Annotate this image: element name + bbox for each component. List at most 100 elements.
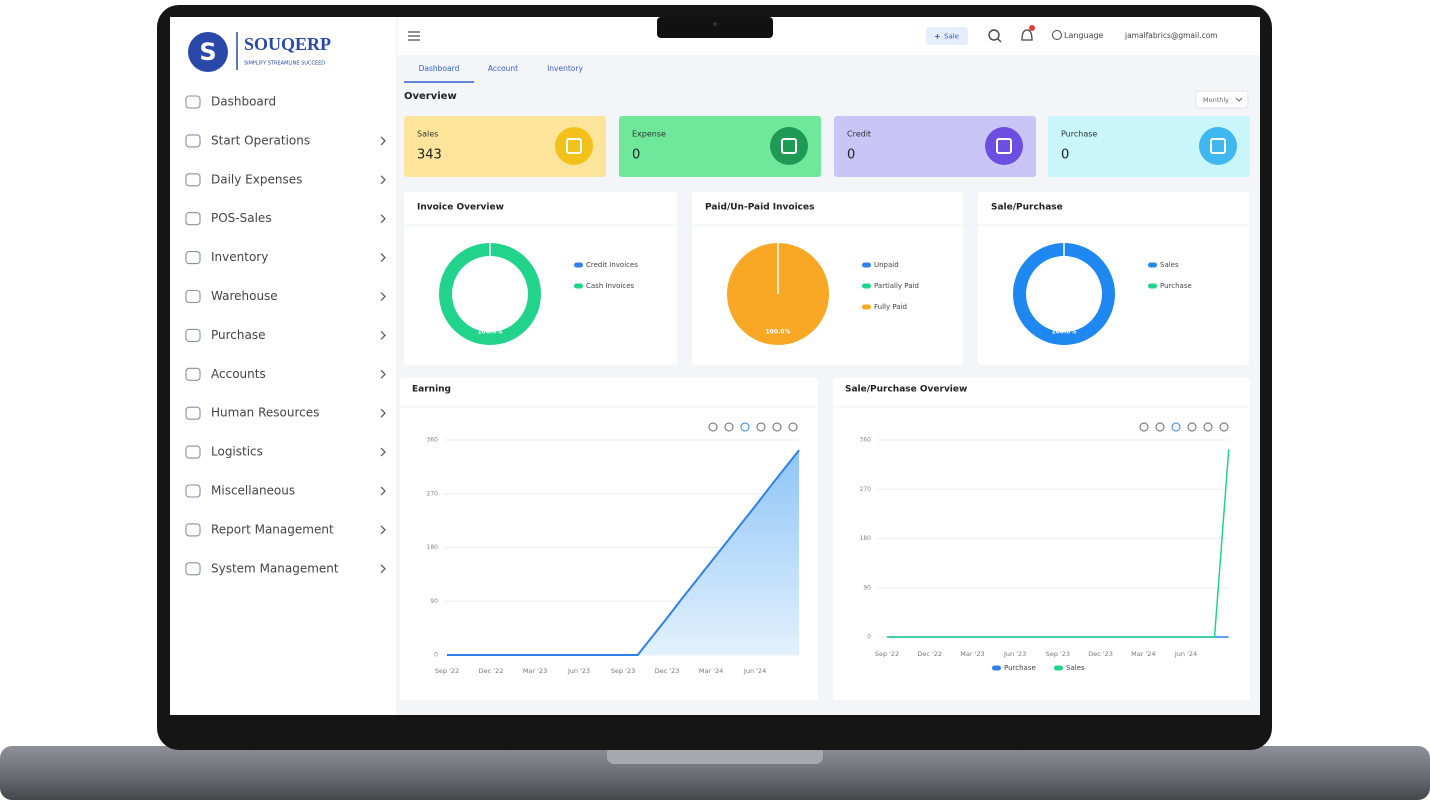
sidebar-icon	[185, 251, 201, 265]
legend-label[interactable]: Fully Paid	[874, 303, 907, 311]
stat-card	[834, 116, 1036, 177]
chart-toolbar-icon[interactable]	[1171, 422, 1181, 432]
tab[interactable]: Dashboard	[419, 64, 460, 73]
chart-toolbar-icon[interactable]	[724, 422, 734, 432]
logo-letter: S	[199, 38, 216, 66]
sidebar-chevron	[380, 447, 386, 457]
sidebar-item[interactable]: Start Operations	[185, 133, 386, 148]
legend-label[interactable]: Sales	[1066, 664, 1085, 672]
sidebar-item[interactable]: Purchase	[185, 328, 386, 342]
stat-icon	[555, 127, 593, 165]
legend-swatch	[574, 283, 583, 289]
chart-title: Earning	[412, 385, 451, 395]
chart-toolbar-icon[interactable]	[788, 422, 798, 432]
bell-icon[interactable]	[1021, 29, 1033, 41]
sidebar-label: Report Management	[211, 522, 334, 536]
legend-swatch	[1054, 665, 1063, 671]
sidebar-label: Dashboard	[211, 95, 276, 109]
sidebar-item[interactable]: Human Resources	[185, 406, 386, 420]
language-selector[interactable]: Language	[1064, 31, 1104, 40]
sidebar-icon	[185, 484, 201, 498]
period-chevron	[1235, 97, 1243, 102]
sidebar-icon	[185, 523, 201, 537]
sale-button-label: Sale	[944, 33, 959, 41]
sidebar-icon	[185, 134, 201, 148]
sidebar-icon	[185, 367, 201, 381]
search-icon[interactable]	[988, 29, 1002, 43]
y-tick-label: 90	[863, 584, 871, 591]
chart-title: Paid/Un-Paid Invoices	[705, 203, 814, 213]
chart-toolbar-icon[interactable]	[1155, 422, 1165, 432]
legend-swatch	[862, 304, 871, 310]
sidebar-item[interactable]: Report Management	[185, 522, 386, 537]
sidebar-label: Human Resources	[211, 406, 319, 420]
stat-value: 0	[632, 148, 640, 163]
x-tick-label: Mar '23	[523, 667, 547, 675]
legend-swatch	[1148, 262, 1157, 268]
chart-toolbar-icon[interactable]	[772, 422, 782, 432]
tab[interactable]: Account	[488, 64, 518, 73]
sidebar-item[interactable]: System Management	[185, 561, 386, 576]
legend-label[interactable]: Purchase	[1160, 282, 1192, 290]
x-tick-label: Dec '22	[479, 667, 504, 675]
chart-card	[978, 192, 1249, 365]
sidebar-chevron	[380, 486, 386, 496]
x-tick-label: Sep '23	[1046, 650, 1070, 658]
x-tick-label: Dec '23	[1088, 650, 1113, 658]
x-tick-label: Jun '24	[1174, 650, 1197, 658]
y-tick-label: 270	[427, 490, 439, 497]
data-label: 100.0%	[766, 329, 791, 336]
legend-swatch	[862, 283, 871, 289]
sale-button[interactable]	[926, 27, 968, 45]
sidebar-item[interactable]: Warehouse	[185, 289, 386, 304]
legend-label[interactable]: Partially Paid	[874, 282, 919, 290]
x-tick-label: Sep '22	[875, 650, 899, 658]
chart-toolbar-icon[interactable]	[1203, 422, 1213, 432]
sidebar-label: Start Operations	[211, 133, 310, 147]
menu-toggle[interactable]	[408, 31, 420, 41]
stat-label: Expense	[632, 130, 666, 139]
overview-title: Overview	[404, 91, 457, 102]
chart-toolbar-icon[interactable]	[708, 422, 718, 432]
stat-card	[404, 116, 606, 177]
stat-value: 0	[1061, 148, 1069, 163]
sidebar-item[interactable]: Miscellaneous	[185, 484, 386, 498]
chart-toolbar-icon[interactable]	[1139, 422, 1149, 432]
legend-label[interactable]: Purchase	[1004, 664, 1036, 672]
sidebar-chevron	[380, 564, 386, 574]
y-tick-label: 180	[427, 544, 439, 551]
period-select[interactable]	[1195, 90, 1249, 109]
chart-title: Sale/Purchase Overview	[845, 385, 967, 395]
chart-toolbar-icon[interactable]	[740, 422, 750, 432]
chart-toolbar-icon[interactable]	[1219, 422, 1229, 432]
sidebar-item[interactable]: Accounts	[185, 367, 386, 381]
y-tick-label: 0	[867, 634, 871, 641]
y-tick-label: 180	[860, 535, 872, 542]
sidebar-item[interactable]: Inventory	[185, 250, 386, 265]
x-tick-label: Mar '24	[699, 667, 723, 675]
line-series	[447, 449, 800, 656]
logo-badge	[188, 32, 228, 72]
chart-toolbar-icon[interactable]	[756, 422, 766, 432]
sidebar-item[interactable]: POS-Sales	[185, 211, 386, 226]
sidebar-item[interactable]: Dashboard	[185, 95, 276, 109]
legend-label[interactable]: Unpaid	[874, 261, 899, 269]
x-tick-label: Mar '24	[1131, 650, 1155, 658]
legend-label[interactable]: Credit Invoices	[586, 261, 638, 269]
legend-label[interactable]: Cash Invoices	[586, 282, 635, 290]
sidebar-icon	[185, 406, 201, 420]
sidebar-item[interactable]: Logistics	[185, 445, 386, 459]
chart-toolbar-icon[interactable]	[1187, 422, 1197, 432]
legend-label[interactable]: Sales	[1160, 261, 1179, 269]
sidebar-label: Inventory	[211, 250, 268, 264]
data-label: 100.0%	[1052, 329, 1077, 336]
user-email[interactable]: jamalfabrics@gmail.com	[1124, 31, 1218, 40]
dashboard: Dashboard Start Operations Daily Expenses P…	[185, 64, 1250, 700]
sidebar-chevron	[380, 214, 386, 224]
sidebar-item[interactable]: Daily Expenses	[185, 172, 386, 187]
globe-icon	[1052, 30, 1062, 40]
period-select-label: Monthly	[1203, 96, 1229, 104]
tab[interactable]: Inventory	[547, 64, 583, 73]
x-tick-label: Jun '23	[1003, 650, 1026, 658]
